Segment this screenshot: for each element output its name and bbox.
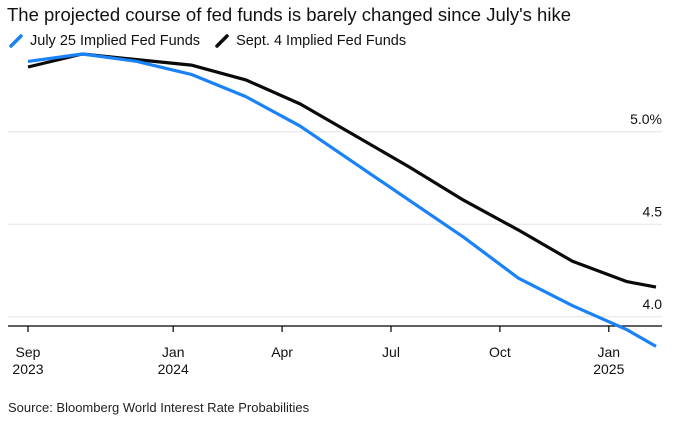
source-note: Source: Bloomberg World Interest Rate Pr… xyxy=(8,400,310,415)
x-tick-label-year-0: 2023 xyxy=(12,361,43,377)
legend-item-sept: Sept. 4 Implied Fed Funds xyxy=(214,33,406,49)
y-tick-label-2: 4.0 xyxy=(643,296,663,312)
legend-swatch-sept xyxy=(215,34,229,48)
legend-swatch-july xyxy=(9,34,23,48)
x-tick-label-year-5: 2025 xyxy=(593,361,624,377)
legend-item-july: July 25 Implied Fed Funds xyxy=(8,33,200,49)
legend-label-sept: Sept. 4 Implied Fed Funds xyxy=(236,33,407,49)
series-line-sept-4 xyxy=(27,52,657,289)
series-line-july-25 xyxy=(27,52,657,348)
x-tick-label-month-3: Jul xyxy=(382,344,400,360)
chart-title: The projected course of fed funds is bar… xyxy=(7,4,571,25)
x-tick-label-month-4: Oct xyxy=(489,344,511,360)
x-tick-label-month-0: Sep xyxy=(16,344,41,360)
x-tick-label-month-1: Jan xyxy=(162,344,185,360)
x-tick-label-month-2: Apr xyxy=(271,344,293,360)
chart-legend: July 25 Implied Fed Funds Sept. 4 Implie… xyxy=(8,32,420,50)
y-tick-label-1: 4.5 xyxy=(643,203,663,219)
x-tick-label-year-1: 2024 xyxy=(158,361,189,377)
x-tick-label-month-5: Jan xyxy=(598,344,621,360)
legend-label-july: July 25 Implied Fed Funds xyxy=(30,33,201,49)
y-tick-label-0: 5.0% xyxy=(630,111,662,127)
